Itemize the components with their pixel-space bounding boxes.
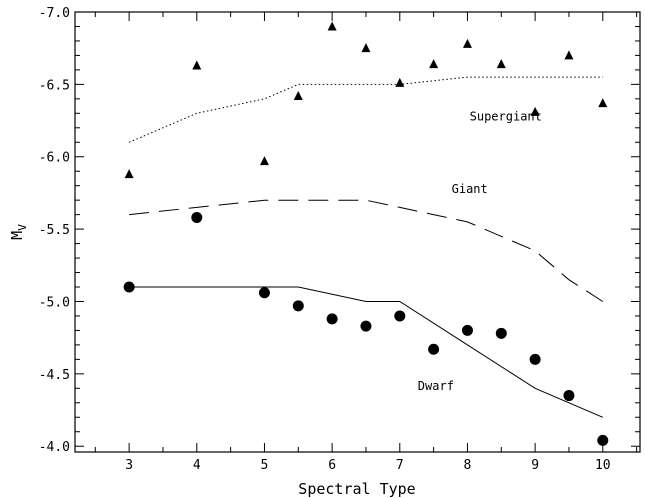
circle-point [360,320,372,332]
triangle-point [564,50,574,60]
triangle-point [462,38,472,48]
y-tick-label: -6.0 [39,151,70,166]
x-axis-title: Spectral Type [298,480,415,498]
axis-ticks: 3 4 5 6 7 8 9 10 -4.0 -4.5 -5.0 -5.5 -6.0 -6.5 -7.0 [39,6,640,473]
circle-point [529,353,541,365]
x-tick-label: 9 [531,458,539,473]
triangle-point [259,156,269,166]
x-tick-label: 10 [595,458,611,473]
triangle-point [327,21,337,31]
annotations: Supergiant Giant Dwarf [418,110,542,393]
dashed-line [129,199,604,302]
triangle-point [395,77,405,87]
circle-point [326,313,338,325]
annotation-dwarf: Dwarf [418,379,454,393]
y-tick-label: -4.0 [39,440,70,455]
triangle-point [496,59,506,69]
triangle-point [293,90,303,100]
circle-point [394,310,406,322]
data-points [123,21,609,446]
circle-point [428,343,440,355]
circle-point [123,281,135,293]
triangle-point [530,106,540,116]
circle-point [258,287,270,299]
triangle-point [429,59,439,69]
circle-point [495,327,507,339]
x-tick-label: 6 [328,458,336,473]
triangle-point [598,98,608,108]
triangle-point [361,43,371,53]
solid-line [129,286,603,418]
y-tick-label: -4.5 [39,368,70,383]
circle-point [292,300,304,312]
plot-frame [74,11,641,453]
y-axis-title: MV [8,224,29,240]
model-lines [128,76,604,418]
y-axis-title-sub: V [16,224,29,231]
y-axis-title-main: M [8,231,26,240]
annotation-giant: Giant [452,182,488,196]
circle-point [191,212,203,224]
circle-point [461,324,473,336]
y-tick-label: -6.5 [39,78,70,93]
dotted-line [128,76,603,143]
x-tick-label: 8 [464,458,472,473]
circle-point [597,434,609,446]
x-tick-label: 3 [125,458,133,473]
y-tick-label: -7.0 [39,6,70,21]
y-tick-label: -5.5 [39,223,70,238]
annotation-supergiant: Supergiant [470,110,542,124]
circle-point [563,390,575,402]
x-tick-label: 4 [193,458,201,473]
x-tick-label: 7 [396,458,404,473]
y-tick-label: -5.0 [39,295,70,310]
x-tick-label: 5 [261,458,269,473]
triangle-point [192,60,202,70]
triangle-point [124,169,134,179]
